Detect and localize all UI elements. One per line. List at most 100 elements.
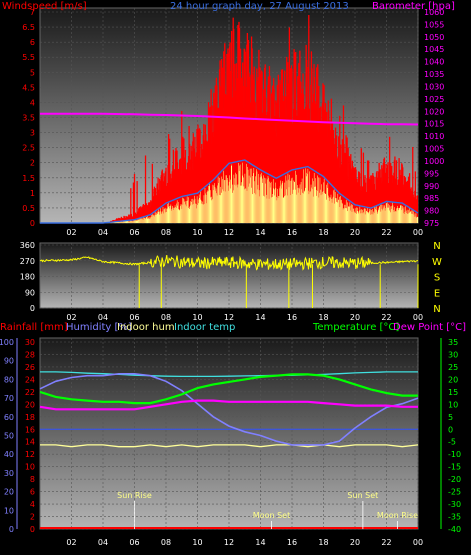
humidity-tick: 10 bbox=[4, 506, 14, 515]
humidity-tick: 60 bbox=[4, 413, 14, 422]
temperature-tick: 20 bbox=[448, 375, 458, 384]
rainfall-tick: 16 bbox=[25, 425, 35, 434]
chart-title: 24 hour graph day, 27 August 2013 bbox=[170, 1, 349, 12]
barometer-tick: 980 bbox=[424, 207, 439, 216]
temperature-title: Temperature [°C] bbox=[312, 322, 399, 333]
temperature-tick: 25 bbox=[448, 363, 458, 372]
rainfall-tick: 30 bbox=[25, 338, 35, 347]
temperature-tick: -5 bbox=[448, 438, 456, 447]
x-tick-label: 20 bbox=[350, 538, 360, 547]
temperature-tick: 30 bbox=[448, 350, 458, 359]
windspeed-tick: 1 bbox=[30, 189, 35, 198]
temperature-tick: -30 bbox=[448, 500, 461, 509]
event-label: Sun Rise bbox=[117, 491, 152, 500]
dewpoint-title: Dew Point [°C] bbox=[393, 322, 466, 333]
x-tick-label: 16 bbox=[287, 538, 297, 547]
x-tick-label: 02 bbox=[66, 313, 76, 322]
compass-label: S bbox=[434, 273, 440, 284]
event-label: Moon Set bbox=[253, 511, 290, 520]
avg-wind-line bbox=[40, 159, 419, 224]
x-tick-label: 14 bbox=[255, 538, 265, 547]
x-tick-label: 10 bbox=[192, 313, 202, 322]
temperature-tick: -15 bbox=[448, 463, 461, 472]
temperature-tick: 0 bbox=[448, 425, 453, 434]
temperature-tick: -35 bbox=[448, 513, 461, 522]
barometer-tick: 1040 bbox=[424, 58, 444, 67]
rainfall-tick: 6 bbox=[30, 488, 35, 497]
barometer-tick: 1010 bbox=[424, 132, 444, 141]
compass-label: W bbox=[432, 257, 442, 268]
indoor-hum-title: Indoor hum bbox=[117, 322, 175, 333]
rainfall-tick: 22 bbox=[25, 388, 35, 397]
compass-label: N bbox=[433, 241, 440, 252]
x-tick-label: 12 bbox=[224, 313, 234, 322]
rainfall-tick: 24 bbox=[25, 375, 35, 384]
humidity-tick: 30 bbox=[4, 469, 14, 478]
temperature-tick: 10 bbox=[448, 400, 458, 409]
humidity-title: Humidity [%] bbox=[66, 322, 132, 333]
x-tick-label: 18 bbox=[318, 313, 328, 322]
x-tick-label: 04 bbox=[98, 228, 108, 237]
dewpoint-line bbox=[39, 399, 418, 411]
x-tick-label: 22 bbox=[381, 538, 391, 547]
x-tick-label: 00 bbox=[413, 313, 423, 322]
x-tick-label: 00 bbox=[413, 228, 423, 237]
barometer-tick: 1060 bbox=[424, 8, 444, 17]
rainfall-tick: 2 bbox=[30, 513, 35, 522]
indoor-temp-title: Indoor temp bbox=[174, 322, 235, 333]
windspeed-tick: 7 bbox=[30, 8, 35, 17]
windspeed-tick: 4 bbox=[30, 98, 35, 107]
humidity-tick: 0 bbox=[9, 525, 14, 534]
rainfall-tick: 14 bbox=[25, 438, 35, 447]
barometer-tick: 1050 bbox=[424, 33, 444, 42]
x-tick-label: 18 bbox=[318, 538, 328, 547]
windspeed-tick: 2 bbox=[30, 159, 35, 168]
indoor-hum-line bbox=[40, 444, 419, 448]
temperature-tick: -10 bbox=[448, 450, 461, 459]
x-tick-label: 04 bbox=[98, 313, 108, 322]
temperature-tick: 35 bbox=[448, 338, 458, 347]
barometer-tick: 1035 bbox=[424, 70, 444, 79]
x-tick-label: 12 bbox=[224, 538, 234, 547]
humidity-tick: 100 bbox=[0, 338, 14, 347]
windspeed-tick: 5.5 bbox=[22, 53, 35, 62]
direction-tick: 0 bbox=[30, 304, 35, 313]
x-tick-label: 04 bbox=[98, 538, 108, 547]
x-tick-label: 06 bbox=[129, 538, 139, 547]
barometer-tick: 1030 bbox=[424, 82, 444, 91]
barometer-tick: 975 bbox=[424, 219, 439, 228]
rainfall-tick: 10 bbox=[25, 463, 35, 472]
event-label: Moon Rise bbox=[377, 511, 418, 520]
x-tick-label: 16 bbox=[287, 313, 297, 322]
direction-tick: 90 bbox=[25, 288, 35, 297]
temperature-tick: -25 bbox=[448, 488, 461, 497]
barometer-line bbox=[40, 112, 419, 126]
x-tick-label: 22 bbox=[381, 228, 391, 237]
rainfall-tick: 0 bbox=[30, 525, 35, 534]
barometer-tick: 985 bbox=[424, 194, 439, 203]
direction-tick: 180 bbox=[20, 273, 35, 282]
humidity-tick: 90 bbox=[4, 357, 14, 366]
rainfall-tick: 20 bbox=[25, 400, 35, 409]
rainfall-title: Rainfall [mm] bbox=[0, 322, 68, 333]
barometer-tick: 1045 bbox=[424, 45, 444, 54]
temperature-tick: -40 bbox=[448, 525, 461, 534]
temperature-tick: 15 bbox=[448, 388, 458, 397]
temperature-line bbox=[39, 373, 418, 405]
x-tick-label: 16 bbox=[287, 228, 297, 237]
humidity-line bbox=[39, 372, 419, 446]
barometer-tick: 990 bbox=[424, 182, 439, 191]
barometer-tick: 1055 bbox=[424, 20, 444, 29]
rainfall-tick: 12 bbox=[25, 450, 35, 459]
humidity-tick: 80 bbox=[4, 375, 14, 384]
windspeed-tick: 4.5 bbox=[22, 83, 35, 92]
direction-line bbox=[39, 254, 419, 271]
windspeed-tick: 1.5 bbox=[22, 174, 35, 183]
barometer-tick: 1000 bbox=[424, 157, 444, 166]
temperature-tick: -20 bbox=[448, 475, 461, 484]
rainfall-tick: 8 bbox=[30, 475, 35, 484]
barometer-title: Barometer [hpa] bbox=[372, 1, 455, 12]
indoor-temp-line bbox=[40, 371, 418, 378]
x-tick-label: 22 bbox=[381, 313, 391, 322]
